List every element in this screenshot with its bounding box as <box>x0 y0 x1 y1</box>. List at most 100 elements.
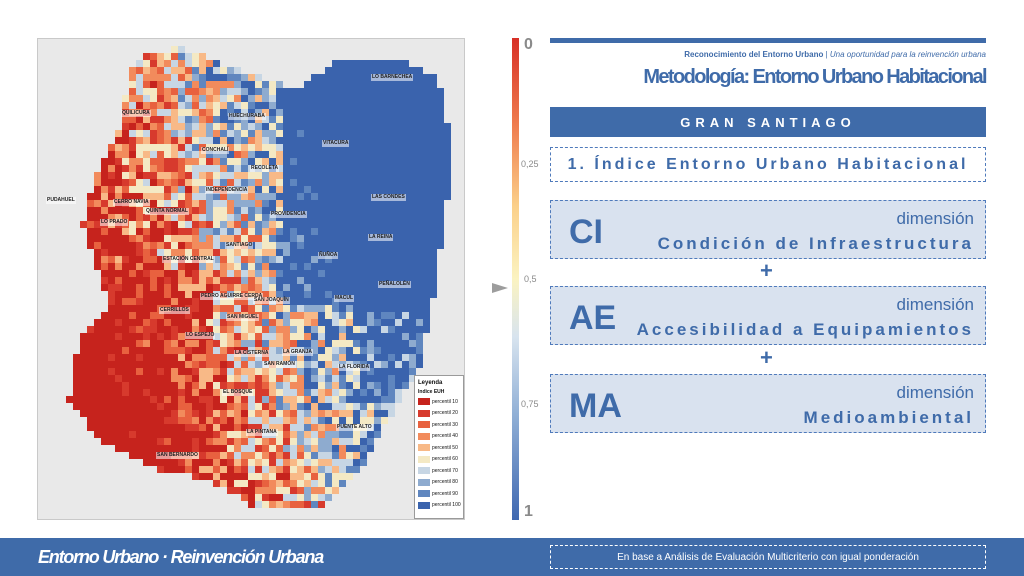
legend-label: percentil 90 <box>432 490 458 497</box>
place-label: SAN BERNARDO <box>156 452 199 459</box>
subtitle-italic: Una oportunidad para la reinvención urba… <box>829 50 986 59</box>
region-banner: GRAN SANTIAGO <box>550 107 986 137</box>
legend-item: percentil 80 <box>418 477 460 489</box>
place-label: CONCHALÍ <box>201 147 230 154</box>
place-label: SAN RAMÓN <box>263 361 296 368</box>
gradient-scale-bar <box>512 38 519 520</box>
footer-bar: Entorno Urbano · Reinvención Urbana <box>0 538 1024 576</box>
legend-swatch <box>418 432 430 440</box>
map-blocks <box>66 46 451 508</box>
dimension-kicker: dimensión <box>896 383 975 402</box>
place-label: ESTACIÓN CENTRAL <box>162 256 215 263</box>
place-label: PEÑALOLÉN <box>378 281 411 288</box>
plus-sign: + <box>760 345 773 370</box>
subtitle-bold: Reconocimiento del Entorno Urbano <box>684 50 824 59</box>
dimension-code: MA <box>569 387 622 425</box>
footer-note: En base a Análisis de Evaluación Multicr… <box>550 545 986 569</box>
legend-item: percentil 70 <box>418 465 460 477</box>
legend-swatch <box>418 490 430 498</box>
header-rule <box>550 38 986 43</box>
plus-sign: + <box>760 258 773 283</box>
place-label: CERRO NAVIA <box>113 199 150 206</box>
legend-swatch <box>418 478 430 486</box>
legend-label: percentil 20 <box>432 410 458 417</box>
legend-label: percentil 40 <box>432 433 458 440</box>
legend-item: percentil 50 <box>418 442 460 454</box>
map-legend: Leyenda Indice EUH percentil 10 percentil… <box>414 375 464 519</box>
legend-swatch <box>418 421 430 429</box>
legend-swatch <box>418 444 430 452</box>
dimension-kicker: dimensión <box>896 295 975 314</box>
dimension-code: AE <box>569 299 617 337</box>
footer-brand: Entorno Urbano · Reinvención Urbana <box>38 547 324 567</box>
place-label: PUENTE ALTO <box>336 424 373 431</box>
legend-label: percentil 50 <box>432 444 458 451</box>
legend-label: percentil 30 <box>432 421 458 428</box>
map-canvas <box>66 46 451 508</box>
legend-item: percentil 20 <box>418 408 460 420</box>
legend-subtitle: Indice EUH <box>418 389 445 395</box>
legend-title: Leyenda <box>418 380 443 386</box>
place-label: SAN JOAQUÍN <box>253 297 290 304</box>
legend-label: percentil 70 <box>432 467 458 474</box>
legend-item: percentil 90 <box>418 488 460 500</box>
scale-label-mid: 0,5 <box>524 274 537 284</box>
subtitle-separator: | <box>823 50 830 59</box>
dimension-card-ae: AE dimensión Accesibilidad a Equipamient… <box>550 286 986 345</box>
legend-swatch <box>418 455 430 463</box>
dimension-name: Condición de Infraestructura <box>657 234 974 253</box>
legend-label: percentil 100 <box>432 502 461 509</box>
place-label: SANTIAGO <box>225 242 254 249</box>
scale-label-bottom: 1 <box>524 503 533 520</box>
dimension-name: Medioambiental <box>803 408 974 427</box>
place-label: CERRILLOS <box>159 307 190 314</box>
place-label: LO ESPEJO <box>185 332 216 339</box>
legend-item: percentil 10 <box>418 396 460 408</box>
choropleth-map: LO BARNECHEA QUILICURA HUECHURABA CONCHA… <box>37 38 465 520</box>
dimension-card-ci: CI dimensión Condición de Infraestructur… <box>550 200 986 259</box>
legend-item: percentil 30 <box>418 419 460 431</box>
dimension-code: CI <box>569 213 603 251</box>
dimension-kicker: dimensión <box>896 209 975 228</box>
place-label: LA REINA <box>368 234 394 241</box>
scale-label-q1: 0,25 <box>521 159 539 169</box>
legend-item: percentil 60 <box>418 454 460 466</box>
place-label: RECOLETA <box>250 165 280 172</box>
place-label: LA FLORIDA <box>338 364 371 371</box>
place-label: LO PRADO <box>100 219 129 226</box>
place-label: PROVIDENCIA <box>270 211 307 218</box>
legend-label: percentil 80 <box>432 479 458 486</box>
place-label: LA PINTANA <box>246 429 278 436</box>
legend-swatch <box>418 501 430 509</box>
place-label: LA GRANJA <box>282 349 313 356</box>
place-label: HUECHURABA <box>228 113 266 120</box>
page-title: Metodología: Entorno Urbano Habitacional <box>643 66 987 88</box>
place-label: MACUL <box>334 295 355 302</box>
scale-label-q3: 0,75 <box>521 399 539 409</box>
header-subtitle: Reconocimiento del Entorno Urbano | Una … <box>684 50 986 59</box>
legend-label: percentil 60 <box>432 456 458 463</box>
scale-label-top: 0 <box>524 36 533 53</box>
place-label: LO BARNECHEA <box>371 74 414 81</box>
place-label: QUINTA NORMAL <box>145 208 189 215</box>
legend-swatch <box>418 409 430 417</box>
place-label: VITACURA <box>322 140 350 147</box>
place-label: QUILICURA <box>121 110 151 117</box>
dimension-card-ma: MA dimensión Medioambiental <box>550 374 986 433</box>
legend-item: percentil 40 <box>418 431 460 443</box>
place-label: PUDAHUEL <box>46 197 76 204</box>
legend-item: percentil 100 <box>418 500 461 512</box>
place-label: LA CISTERNA <box>234 350 270 357</box>
index-title-box: 1. Índice Entorno Urbano Habitacional <box>550 147 986 182</box>
legend-swatch <box>418 398 430 406</box>
dimension-name: Accesibilidad a Equipamientos <box>636 320 974 339</box>
pointer-arrow-icon <box>492 283 508 293</box>
place-label: ÑUÑOA <box>318 252 339 259</box>
place-label: EL BOSQUE <box>222 389 254 396</box>
place-label: SAN MIGUEL <box>226 314 260 321</box>
place-label: PEDRO AGUIRRE CERDA <box>200 293 264 300</box>
place-label: INDEPENDENCIA <box>205 187 249 194</box>
legend-label: percentil 10 <box>432 398 458 405</box>
legend-swatch <box>418 467 430 475</box>
place-label: LAS CONDES <box>371 194 406 201</box>
